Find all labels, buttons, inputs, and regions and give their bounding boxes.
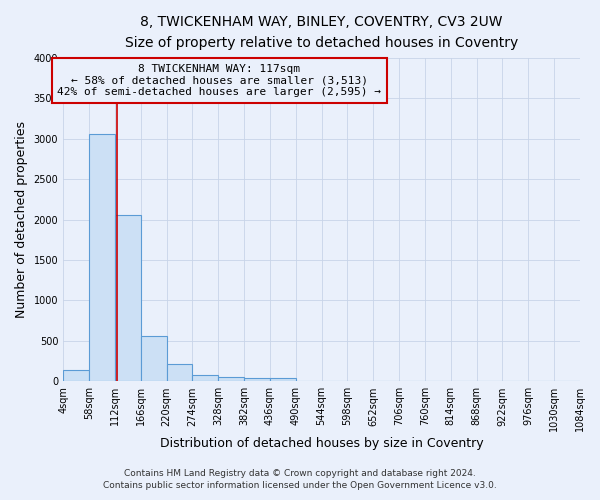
Bar xyxy=(115,215,140,382)
Bar xyxy=(218,377,244,382)
Text: Contains HM Land Registry data © Crown copyright and database right 2024.
Contai: Contains HM Land Registry data © Crown c… xyxy=(103,468,497,490)
Bar xyxy=(140,336,167,382)
Bar xyxy=(270,378,296,382)
X-axis label: Distribution of detached houses by size in Coventry: Distribution of detached houses by size … xyxy=(160,437,484,450)
Bar xyxy=(244,378,270,382)
Text: 8 TWICKENHAM WAY: 117sqm
← 58% of detached houses are smaller (3,513)
42% of sem: 8 TWICKENHAM WAY: 117sqm ← 58% of detach… xyxy=(57,64,381,97)
Y-axis label: Number of detached properties: Number of detached properties xyxy=(15,121,28,318)
Bar xyxy=(89,134,115,382)
Title: 8, TWICKENHAM WAY, BINLEY, COVENTRY, CV3 2UW
Size of property relative to detach: 8, TWICKENHAM WAY, BINLEY, COVENTRY, CV3… xyxy=(125,15,518,50)
Bar xyxy=(63,370,89,382)
Bar xyxy=(167,364,193,382)
Bar xyxy=(193,376,218,382)
